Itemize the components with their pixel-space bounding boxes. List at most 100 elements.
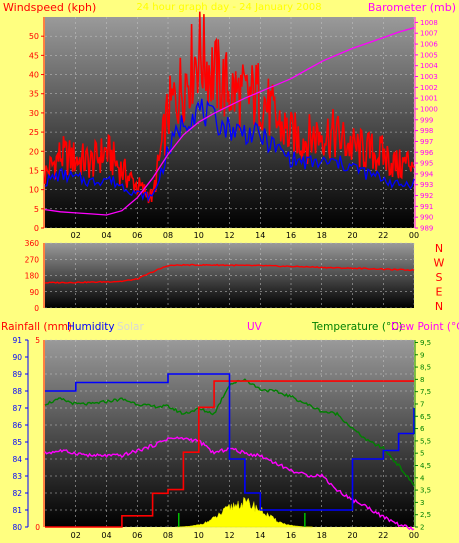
direction-axis: 0 90 180 270 360 bbox=[25, 239, 45, 313]
windspeed-tick-10: 50 bbox=[29, 32, 39, 41]
barometer-tick-1: 990 bbox=[420, 214, 433, 222]
compass-n-4: N bbox=[435, 300, 443, 313]
bottom-time-tick-5: 12 bbox=[224, 531, 234, 540]
top-time-tick-6: 14 bbox=[255, 231, 265, 240]
barometer-tick-15: 1004 bbox=[420, 62, 438, 70]
barometer-tick-10: 999 bbox=[420, 116, 433, 124]
temperature-tick-11: 7,5 bbox=[420, 388, 431, 396]
humidity-tick-4: 84 bbox=[12, 455, 22, 464]
windspeed-tick-2: 10 bbox=[29, 186, 39, 195]
humidity-tick-1: 81 bbox=[12, 506, 22, 515]
temperature-tick-2: 3 bbox=[420, 499, 424, 507]
bottom-time-tick-7: 16 bbox=[286, 531, 296, 540]
top-time-tick-4: 10 bbox=[194, 231, 204, 240]
barometer-tick-13: 1002 bbox=[420, 84, 438, 92]
windspeed-tick-8: 40 bbox=[29, 71, 39, 80]
top-time-axis: 02 04 06 08 10 12 14 16 18 20 22 00 bbox=[71, 231, 419, 240]
rainfall-tick-0: 0 bbox=[35, 523, 40, 532]
temperature-tick-12: 8 bbox=[420, 376, 424, 384]
compass-n-0: N bbox=[435, 242, 443, 255]
barometer-line bbox=[44, 27, 415, 216]
solar-area bbox=[176, 496, 313, 528]
barometer-tick-19: 1008 bbox=[420, 19, 438, 27]
windspeed-tick-4: 20 bbox=[29, 147, 39, 156]
bottom-time-tick-10: 22 bbox=[378, 531, 388, 540]
solar-radiation-area bbox=[176, 496, 313, 528]
top-time-tick-5: 12 bbox=[224, 231, 234, 240]
windspeed-tick-7: 35 bbox=[29, 90, 39, 99]
direction-tick-0: 0 bbox=[34, 304, 39, 313]
bottom-time-tick-6: 14 bbox=[255, 531, 265, 540]
humidity-title: Humidity bbox=[67, 321, 115, 333]
compass-e-3: E bbox=[436, 286, 443, 299]
temperature-tick-3: 3,5 bbox=[420, 487, 431, 495]
barometer-tick-7: 996 bbox=[420, 149, 434, 157]
windspeed-title: Windspeed (kph) bbox=[3, 1, 96, 14]
barometer-tick-16: 1005 bbox=[420, 51, 438, 59]
mid-grid bbox=[45, 242, 415, 309]
bottom-time-tick-0: 02 bbox=[71, 531, 81, 540]
top-time-tick-0: 02 bbox=[71, 231, 81, 240]
bottom-time-tick-2: 06 bbox=[132, 531, 142, 540]
temperature-tick-10: 7 bbox=[420, 400, 424, 408]
bottom-time-tick-4: 10 bbox=[194, 531, 204, 540]
temperature-tick-7: 5,5 bbox=[420, 437, 431, 445]
temperature-tick-9: 6,5 bbox=[420, 413, 431, 421]
top-time-tick-10: 22 bbox=[378, 231, 388, 240]
top-time-tick-2: 06 bbox=[132, 231, 142, 240]
temperature-tick-6: 5 bbox=[420, 450, 424, 458]
top-time-tick-1: 04 bbox=[101, 231, 111, 240]
top-series bbox=[44, 11, 415, 216]
temperature-title: Temperature (°C) bbox=[311, 321, 403, 333]
temperature-tick-5: 4,5 bbox=[420, 462, 431, 470]
windspeed-axis: 0 5 10 15 20 25 30 35 40 45 50 bbox=[29, 17, 45, 233]
rainfall-tick-1: 5 bbox=[35, 336, 40, 345]
temperature-tick-15: 9,5 bbox=[420, 339, 431, 347]
temperature-tick-1: 2,5 bbox=[420, 511, 431, 519]
top-time-tick-8: 18 bbox=[317, 231, 327, 240]
barometer-tick-17: 1006 bbox=[420, 41, 438, 49]
humidity-tick-11: 91 bbox=[12, 336, 22, 345]
barometer-title: Barometer (mb) bbox=[368, 1, 456, 14]
rainfall-title: Rainfall (mm) bbox=[1, 321, 72, 333]
compass-w-1: W bbox=[434, 257, 445, 270]
temperature-tick-0: 2 bbox=[420, 524, 424, 532]
barometer-tick-12: 1001 bbox=[420, 95, 438, 103]
windspeed-line bbox=[44, 11, 415, 204]
humidity-tick-10: 90 bbox=[12, 353, 22, 362]
humidity-tick-2: 82 bbox=[12, 489, 22, 498]
humidity-tick-6: 86 bbox=[12, 421, 22, 430]
bottom-series bbox=[44, 373, 415, 531]
humidity-tick-5: 85 bbox=[12, 438, 22, 447]
windspeed-tick-0: 0 bbox=[34, 224, 39, 233]
top-time-tick-3: 08 bbox=[163, 231, 173, 240]
uv-bars bbox=[178, 513, 306, 527]
barometer-axis: 989 990 991 992 993 994 995 996 997 998 999 1000 100… bbox=[414, 17, 438, 233]
barometer-tick-11: 1000 bbox=[420, 105, 438, 113]
barometer-tick-18: 1007 bbox=[420, 30, 438, 38]
top-time-tick-9: 20 bbox=[347, 231, 357, 240]
graph-date-title: 24 hour graph day - 24 January 2008 bbox=[136, 2, 321, 13]
bottom-time-axis: 02 04 06 08 10 12 14 16 18 20 22 00 bbox=[71, 531, 419, 540]
direction-tick-2: 180 bbox=[25, 272, 40, 281]
temperature-tick-14: 9 bbox=[420, 351, 424, 359]
humidity-tick-3: 83 bbox=[12, 472, 22, 481]
barometer-tick-0: 989 bbox=[420, 225, 433, 233]
temperature-tick-4: 4 bbox=[420, 474, 425, 482]
windspeed-tick-9: 45 bbox=[29, 51, 39, 60]
solar-title: Solar bbox=[117, 321, 144, 333]
windspeed-tick-6: 30 bbox=[29, 109, 39, 118]
uv-title: UV bbox=[247, 321, 263, 333]
direction-tick-4: 360 bbox=[25, 239, 40, 248]
humidity-tick-9: 89 bbox=[12, 370, 22, 379]
wind-direction-line bbox=[44, 263, 415, 284]
average-wind-line bbox=[44, 98, 415, 203]
top-time-tick-7: 16 bbox=[286, 231, 296, 240]
barometer-tick-4: 993 bbox=[420, 181, 433, 189]
barometer-tick-2: 991 bbox=[420, 203, 433, 211]
temperature-tick-13: 8,5 bbox=[420, 364, 431, 372]
rainfall-axis: 05 bbox=[35, 336, 45, 532]
